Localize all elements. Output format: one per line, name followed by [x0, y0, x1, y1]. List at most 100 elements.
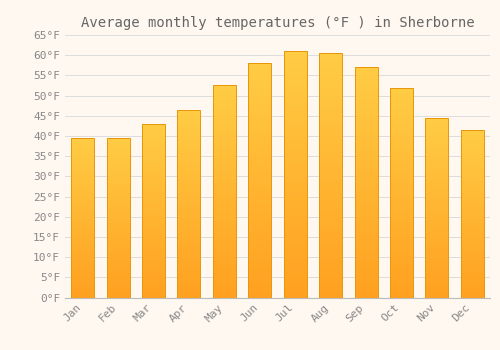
Bar [319, 288, 342, 290]
Bar [390, 270, 413, 272]
Bar [461, 227, 484, 229]
Bar [461, 219, 484, 220]
Bar [319, 53, 342, 298]
Bar [354, 215, 378, 217]
Bar [178, 127, 201, 128]
Bar [248, 281, 272, 284]
Bar [213, 221, 236, 223]
Bar [213, 117, 236, 119]
Bar [178, 245, 201, 247]
Bar [142, 263, 165, 265]
Bar [461, 222, 484, 224]
Bar [354, 132, 378, 134]
Bar [319, 139, 342, 141]
Bar [426, 172, 448, 174]
Bar [390, 281, 413, 283]
Bar [106, 275, 130, 277]
Bar [213, 206, 236, 209]
Bar [319, 217, 342, 219]
Bar [284, 290, 306, 293]
Bar [390, 188, 413, 190]
Bar [354, 134, 378, 136]
Bar [354, 153, 378, 155]
Bar [461, 262, 484, 264]
Bar [71, 281, 94, 283]
Bar [319, 146, 342, 148]
Bar [142, 209, 165, 211]
Bar [354, 284, 378, 286]
Bar [142, 124, 165, 126]
Bar [213, 153, 236, 155]
Bar [178, 164, 201, 166]
Bar [213, 289, 236, 291]
Bar [319, 280, 342, 283]
Bar [213, 191, 236, 194]
Bar [426, 222, 448, 224]
Bar [284, 288, 306, 290]
Bar [426, 155, 448, 158]
Bar [248, 204, 272, 206]
Bar [461, 172, 484, 174]
Bar [71, 152, 94, 154]
Bar [142, 238, 165, 240]
Bar [248, 124, 272, 126]
Bar [71, 165, 94, 167]
Bar [213, 128, 236, 130]
Bar [248, 183, 272, 185]
Bar [142, 188, 165, 190]
Bar [390, 237, 413, 239]
Bar [354, 146, 378, 148]
Bar [142, 153, 165, 155]
Bar [106, 181, 130, 183]
Bar [461, 159, 484, 160]
Bar [71, 226, 94, 227]
Bar [319, 168, 342, 170]
Bar [213, 160, 236, 162]
Bar [106, 144, 130, 146]
Bar [284, 142, 306, 145]
Bar [390, 176, 413, 178]
Bar [106, 186, 130, 188]
Bar [142, 164, 165, 166]
Bar [284, 258, 306, 260]
Bar [284, 122, 306, 125]
Bar [248, 115, 272, 117]
Bar [319, 205, 342, 207]
Bar [106, 206, 130, 208]
Bar [213, 158, 236, 160]
Bar [213, 151, 236, 153]
Bar [319, 256, 342, 258]
Bar [426, 296, 448, 298]
Bar [319, 232, 342, 234]
Bar [71, 240, 94, 241]
Bar [213, 132, 236, 134]
Bar [106, 237, 130, 238]
Bar [142, 198, 165, 200]
Bar [71, 253, 94, 254]
Bar [426, 224, 448, 226]
Bar [284, 130, 306, 132]
Bar [461, 175, 484, 177]
Bar [390, 220, 413, 222]
Bar [354, 175, 378, 178]
Bar [319, 253, 342, 256]
Bar [461, 257, 484, 259]
Bar [461, 138, 484, 140]
Bar [178, 248, 201, 251]
Bar [213, 228, 236, 230]
Bar [142, 256, 165, 258]
Bar [248, 199, 272, 202]
Bar [426, 170, 448, 172]
Bar [354, 95, 378, 97]
Bar [354, 226, 378, 229]
Bar [142, 155, 165, 157]
Bar [354, 272, 378, 274]
Bar [213, 166, 236, 168]
Bar [142, 166, 165, 167]
Bar [248, 117, 272, 119]
Bar [142, 292, 165, 294]
Bar [106, 140, 130, 141]
Bar [390, 201, 413, 203]
Bar [248, 164, 272, 166]
Bar [284, 125, 306, 127]
